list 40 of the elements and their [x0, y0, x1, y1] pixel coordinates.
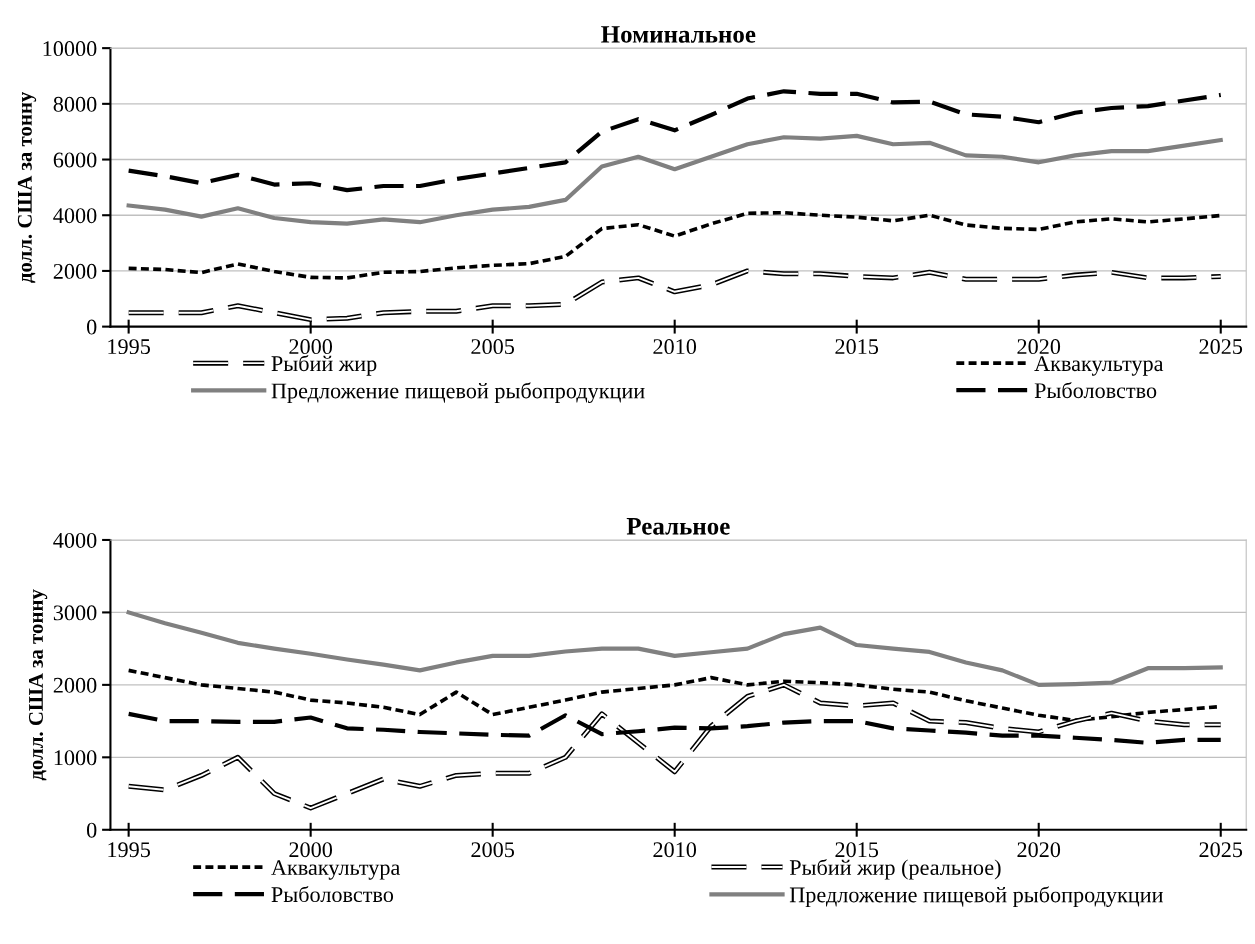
legend-label: Предложение пищевой рыбопродукции — [271, 382, 645, 404]
x-tick-label: 2010 — [653, 842, 697, 858]
x-tick-label: 1995 — [108, 339, 150, 355]
x-tick-label: 2015 — [835, 339, 879, 355]
x-tick-label: 2005 — [471, 339, 515, 355]
y-tick-label: 10000 — [43, 41, 97, 57]
legend-label: Аквакультура — [1034, 356, 1164, 376]
x-tick-label: 2020 — [1017, 339, 1061, 355]
y-tick-label: 0 — [86, 319, 97, 335]
y-tick-label: 3000 — [53, 605, 97, 621]
x-tick-label: 2005 — [471, 842, 515, 858]
y-tick-label: 4000 — [53, 208, 97, 224]
y-tick-label: 2000 — [53, 263, 97, 279]
legend-label: Рыбий жир — [271, 355, 377, 376]
x-tick-label: 2010 — [653, 339, 697, 355]
y-tick-label: 1000 — [54, 750, 97, 766]
x-tick-label: 2000 — [289, 339, 333, 355]
y-tick-label: 6000 — [53, 152, 97, 168]
chart-title: Номинальное — [601, 26, 756, 43]
y-tick-label: 8000 — [53, 96, 97, 112]
line-series — [126, 89, 1223, 193]
x-tick-label: 2020 — [1017, 842, 1061, 858]
x-tick-label: 2025 — [1199, 842, 1243, 858]
x-tick-label: 2015 — [835, 842, 879, 858]
line-series — [126, 133, 1223, 226]
y-tick-label: 2000 — [53, 677, 97, 693]
legend-label: Рыболовство — [271, 885, 394, 903]
y-axis-title: долл. США за тонну — [28, 589, 48, 781]
line-series — [126, 610, 1223, 687]
legend-label: Рыбий жир (реальное) — [789, 858, 1001, 880]
x-tick-label: 2000 — [289, 842, 333, 858]
x-tick-label: 2025 — [1199, 339, 1243, 355]
legend-label: Предложение пищевой рыбопродукции — [789, 886, 1163, 907]
legend-label: Рыболовство — [1034, 382, 1157, 399]
legend-label: Аквакультура — [271, 860, 401, 880]
x-tick-label: 1995 — [108, 842, 150, 858]
y-tick-label: 0 — [86, 822, 97, 838]
y-axis-title: долл. США за тонну — [17, 91, 37, 283]
chart-title: Реальное — [626, 518, 730, 535]
y-tick-label: 4000 — [53, 532, 97, 548]
